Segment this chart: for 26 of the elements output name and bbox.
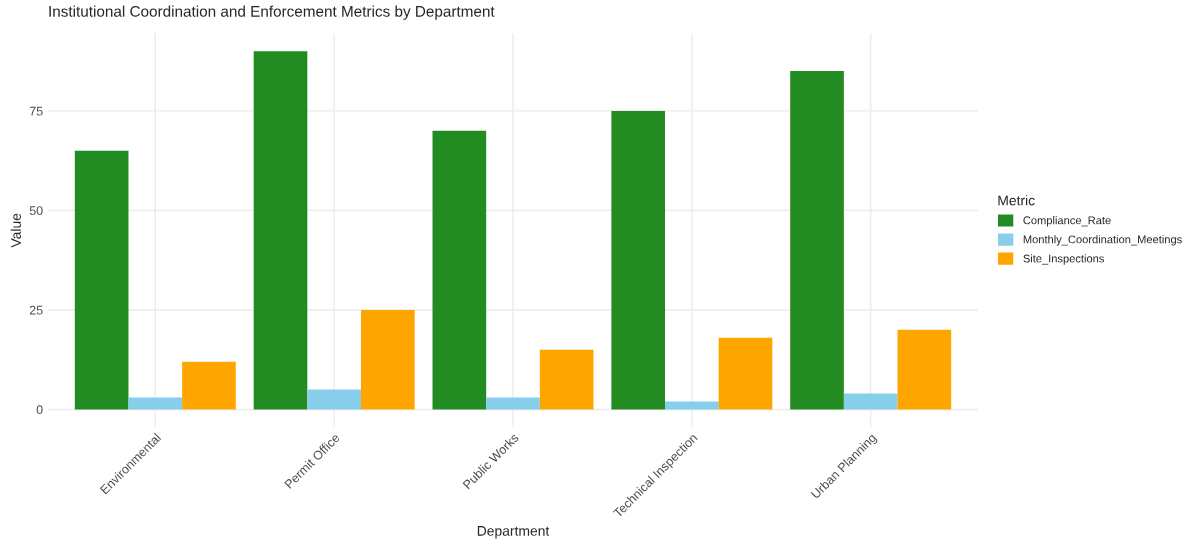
bar	[539, 349, 594, 410]
bar	[790, 71, 844, 410]
bar	[307, 389, 361, 410]
y-axis-title: Value	[10, 213, 21, 248]
bar	[360, 309, 415, 410]
y-tick-label: 25	[29, 305, 43, 315]
legend-label: Compliance_Rate	[1023, 216, 1111, 227]
bar	[665, 401, 719, 410]
y-tick-label: 50	[29, 206, 43, 216]
legend-label: Site_Inspections	[1023, 254, 1104, 265]
bar	[611, 110, 666, 410]
bar	[182, 361, 236, 410]
bar	[843, 393, 898, 410]
bar	[253, 51, 308, 410]
legend-title: Metric	[998, 195, 1035, 206]
bar	[432, 130, 487, 410]
bar	[718, 337, 773, 410]
x-axis-title: Department	[477, 526, 550, 539]
bar	[74, 150, 129, 410]
y-tick-label: 0	[36, 405, 43, 415]
legend-label: Monthly_Coordination_Meetings	[1023, 235, 1182, 246]
y-tick-label: 75	[29, 106, 43, 116]
chart-title: Institutional Coordination and Enforcement Metrics by Department	[49, 5, 495, 20]
bar	[897, 329, 952, 410]
bar	[486, 397, 540, 410]
bar	[128, 397, 183, 410]
